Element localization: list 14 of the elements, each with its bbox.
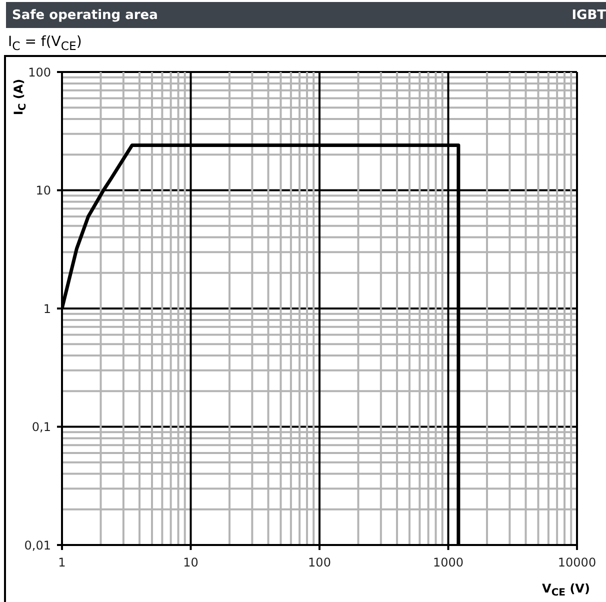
x-tick-label: 10: [183, 556, 198, 570]
y-tick-label: 1: [43, 302, 51, 316]
chart-title: Safe operating area: [12, 8, 158, 22]
x-tick-label: 100: [308, 556, 331, 570]
y-tick-label: 0,1: [32, 420, 51, 434]
y-tick-label: 0,01: [24, 538, 51, 552]
x-axis-title: V$_{CE}$ (V): [542, 581, 590, 599]
text: IGBT: [572, 8, 606, 22]
y-tick-label: 100: [28, 65, 51, 80]
y-tick-label: 10: [36, 184, 51, 198]
chart-subtitle: I$_{C}$ = f(V$_{CE}$): [8, 34, 82, 53]
x-tick-label: 1000: [432, 556, 464, 570]
x-tick-label: 1: [58, 556, 66, 570]
x-tick-label: 10000: [558, 556, 596, 570]
